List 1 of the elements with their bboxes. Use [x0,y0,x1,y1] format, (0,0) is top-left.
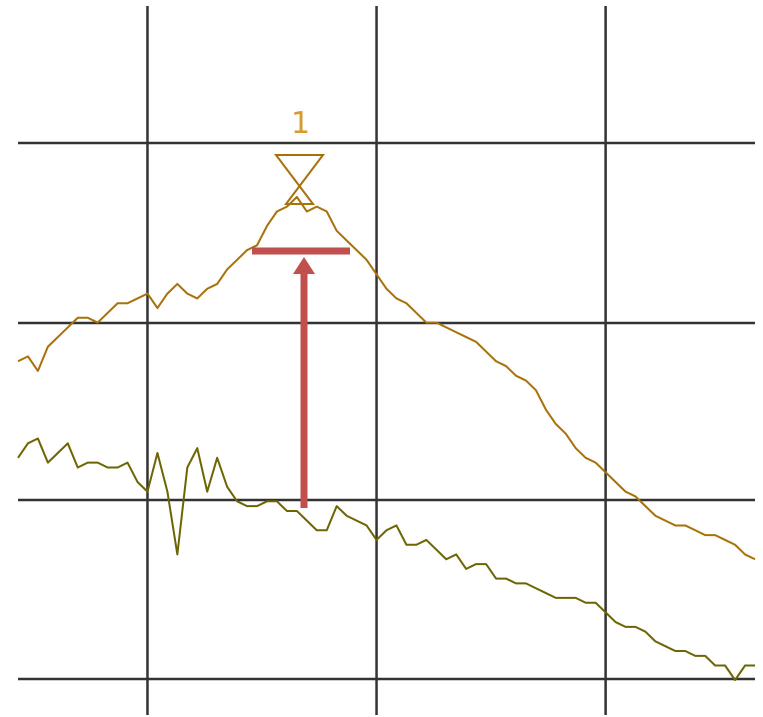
text: 1 [291,106,310,141]
